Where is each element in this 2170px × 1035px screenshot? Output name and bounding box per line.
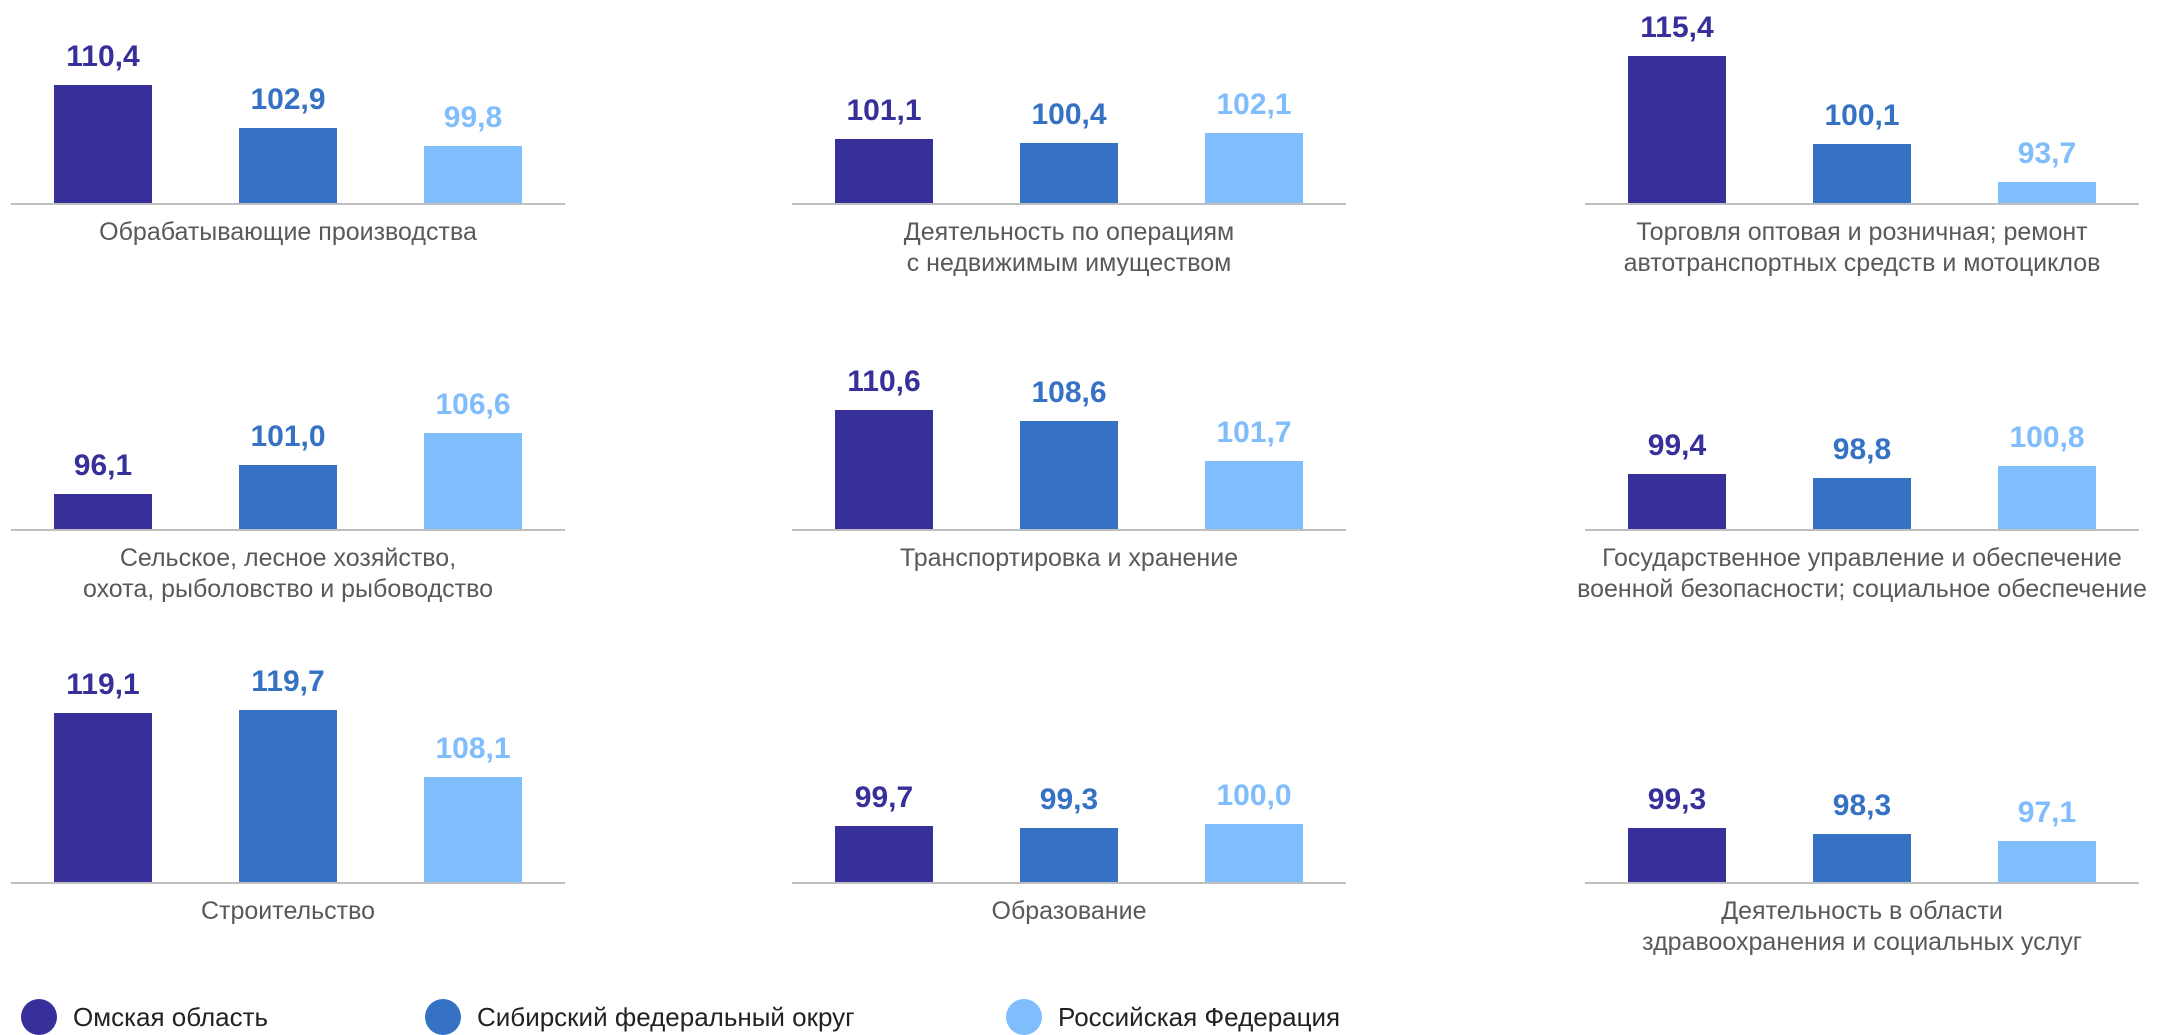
baseline xyxy=(792,203,1346,205)
bar xyxy=(239,709,337,882)
legend-marker xyxy=(425,999,461,1035)
data-label: 99,4 xyxy=(1647,429,1707,463)
bar xyxy=(424,432,522,529)
bar xyxy=(835,138,933,203)
baseline xyxy=(1585,882,2139,884)
bar xyxy=(1998,840,2096,882)
data-label: 108,1 xyxy=(435,732,511,766)
data-label: 99,3 xyxy=(1039,783,1099,817)
bar xyxy=(239,128,337,203)
data-label: 100,1 xyxy=(1824,99,1900,133)
data-label: 99,8 xyxy=(443,101,503,135)
legend-marker xyxy=(21,999,57,1035)
data-label: 100,0 xyxy=(1216,779,1292,812)
category-label: Обрабатывающие производства xyxy=(99,218,477,246)
data-label: 98,8 xyxy=(1832,432,1892,466)
data-label: 102,9 xyxy=(250,83,326,117)
data-label: 97,1 xyxy=(2017,795,2077,829)
category-label: Транспортировка и хранение xyxy=(899,544,1239,572)
category-label: Сельское, лесное хозяйство, охота, рыбол… xyxy=(82,544,494,603)
data-label: 96,1 xyxy=(73,448,133,482)
bar xyxy=(424,146,522,203)
baseline xyxy=(1585,529,2139,531)
data-label: 99,3 xyxy=(1647,783,1707,817)
category-label: Деятельность в области здравоохранения и… xyxy=(1642,897,2082,956)
data-label: 119,7 xyxy=(251,664,325,698)
baseline xyxy=(1585,203,2139,205)
bar xyxy=(1813,833,1911,882)
data-label: 98,3 xyxy=(1832,788,1892,822)
baseline xyxy=(11,882,565,884)
data-label: 101,7 xyxy=(1216,416,1292,450)
baseline xyxy=(792,882,1346,884)
baseline xyxy=(11,529,565,531)
data-label: 99,7 xyxy=(854,780,914,814)
baseline xyxy=(792,529,1346,531)
bar xyxy=(1205,132,1303,203)
category-label: Строительство xyxy=(201,897,375,925)
bar xyxy=(54,493,152,529)
data-label: 110,4 xyxy=(66,39,140,73)
category-label: Образование xyxy=(991,897,1147,925)
bar xyxy=(54,713,152,882)
legend-label: Сибирский федеральный округ xyxy=(477,1002,855,1032)
bar xyxy=(1628,828,1726,882)
data-label: 115,4 xyxy=(1640,10,1714,44)
data-label: 102,1 xyxy=(1216,87,1292,121)
legend-label: Омская область xyxy=(73,1002,269,1032)
category-label: Деятельность по операциям с недвижимым и… xyxy=(903,218,1235,277)
bar xyxy=(1205,461,1303,529)
data-label: 100,8 xyxy=(2009,421,2085,455)
bar xyxy=(1628,55,1726,203)
bar xyxy=(1998,466,2096,529)
bar xyxy=(835,825,933,882)
bar xyxy=(1813,477,1911,529)
data-label: 108,6 xyxy=(1031,376,1107,410)
data-label: 106,6 xyxy=(435,387,511,421)
category-label: Торговля оптовая и розничная; ремонт авт… xyxy=(1623,218,2101,277)
legend-marker xyxy=(1006,999,1042,1035)
data-label: 119,1 xyxy=(66,668,140,702)
bar xyxy=(424,777,522,882)
category-label: Государственное управление и обеспечение… xyxy=(1577,544,2147,603)
bar xyxy=(239,465,337,529)
bar xyxy=(1813,144,1911,203)
bar xyxy=(1020,421,1118,529)
legend-label: Российская Федерация xyxy=(1058,1002,1341,1032)
data-label: 110,6 xyxy=(847,364,921,398)
baseline xyxy=(11,203,565,205)
bar xyxy=(835,409,933,529)
data-label: 93,7 xyxy=(2017,136,2077,170)
bar xyxy=(54,84,152,203)
bar xyxy=(1020,828,1118,882)
bar xyxy=(1998,181,2096,203)
data-label: 101,0 xyxy=(250,420,326,454)
bar xyxy=(1020,142,1118,203)
data-label: 101,1 xyxy=(846,93,922,127)
bar xyxy=(1628,474,1726,529)
data-label: 100,4 xyxy=(1031,97,1107,131)
bar xyxy=(1205,824,1303,882)
